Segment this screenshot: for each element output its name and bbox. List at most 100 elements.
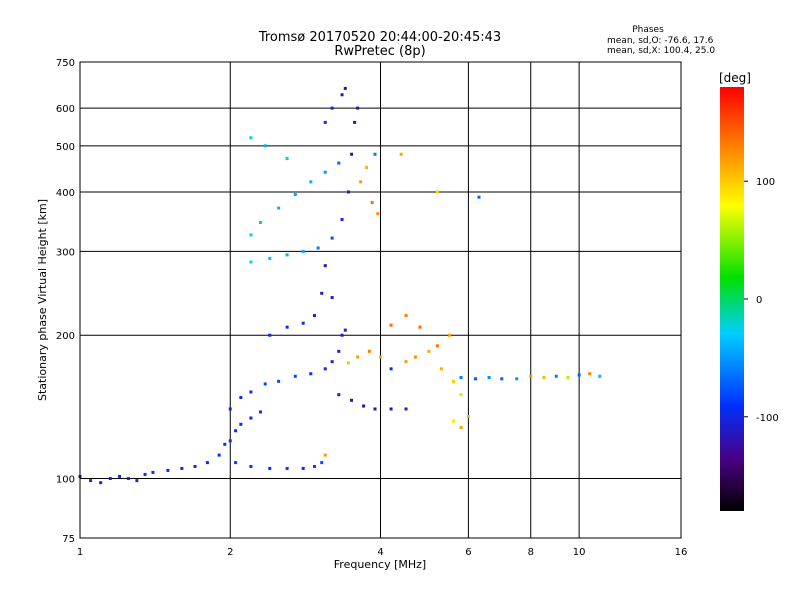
data-point bbox=[249, 464, 253, 468]
colorbar-tick-label: -100 bbox=[756, 413, 779, 424]
chart-title: Tromsø 20170520 20:44:00-20:45:43 bbox=[258, 30, 501, 45]
data-point bbox=[268, 466, 272, 470]
data-point bbox=[316, 246, 320, 250]
data-point bbox=[263, 144, 267, 148]
data-point bbox=[223, 442, 227, 446]
data-point bbox=[566, 376, 570, 380]
data-point bbox=[99, 481, 103, 485]
data-point bbox=[320, 291, 324, 295]
data-point bbox=[205, 461, 209, 465]
data-point bbox=[542, 376, 546, 380]
data-point bbox=[330, 360, 334, 364]
data-point bbox=[365, 166, 369, 170]
x-tick-label: 6 bbox=[465, 547, 471, 558]
data-point bbox=[448, 333, 452, 337]
data-point bbox=[330, 236, 334, 240]
data-point bbox=[89, 479, 93, 483]
data-point bbox=[323, 120, 327, 124]
data-point bbox=[249, 260, 253, 264]
data-point bbox=[459, 393, 463, 397]
data-point bbox=[228, 439, 232, 443]
data-point bbox=[359, 180, 363, 184]
x-tick-label: 8 bbox=[528, 547, 534, 558]
data-point bbox=[477, 195, 481, 199]
y-tick-label: 100 bbox=[56, 475, 75, 486]
data-point bbox=[151, 470, 155, 474]
data-point bbox=[337, 161, 341, 165]
data-point bbox=[249, 416, 253, 420]
data-point bbox=[239, 422, 243, 426]
data-point bbox=[451, 379, 455, 383]
data-point bbox=[323, 264, 327, 268]
data-point bbox=[293, 374, 297, 378]
data-point bbox=[135, 479, 139, 483]
data-point bbox=[529, 374, 533, 378]
data-point bbox=[301, 466, 305, 470]
phase-stats-o: mean, sd,O: -76.6, 17.6 bbox=[607, 36, 714, 46]
data-point bbox=[577, 373, 581, 377]
chart-subtitle: RwPretec (8p) bbox=[334, 44, 425, 59]
y-tick-label: 200 bbox=[56, 331, 75, 342]
data-point bbox=[343, 86, 347, 90]
data-point bbox=[268, 333, 272, 337]
data-point bbox=[239, 395, 243, 399]
data-point bbox=[277, 206, 281, 210]
phase-heading: Phases bbox=[632, 25, 664, 35]
data-point bbox=[108, 477, 112, 481]
data-point bbox=[180, 466, 184, 470]
data-point bbox=[340, 333, 344, 337]
x-axis-label: Frequency [MHz] bbox=[334, 558, 426, 571]
data-point bbox=[228, 407, 232, 411]
data-point bbox=[309, 372, 313, 376]
data-point bbox=[277, 379, 281, 383]
data-point bbox=[346, 361, 350, 365]
data-point bbox=[346, 190, 350, 194]
plot-frame bbox=[79, 61, 682, 539]
y-tick-label: 500 bbox=[56, 142, 75, 153]
data-point bbox=[234, 429, 238, 433]
data-point bbox=[340, 218, 344, 222]
data-point bbox=[312, 464, 316, 468]
data-point bbox=[588, 372, 592, 376]
x-axis: 1 2 4 6 8 10 16 bbox=[77, 547, 688, 558]
data-point bbox=[268, 256, 272, 260]
data-point bbox=[598, 374, 602, 378]
data-point bbox=[356, 355, 360, 359]
data-point bbox=[312, 314, 316, 318]
data-point bbox=[323, 453, 327, 457]
data-point bbox=[554, 374, 558, 378]
y-tick-label: 600 bbox=[56, 104, 75, 115]
data-point bbox=[249, 233, 253, 237]
data-point bbox=[350, 398, 354, 402]
data-point bbox=[500, 377, 504, 381]
data-point bbox=[259, 410, 263, 414]
data-point bbox=[323, 170, 327, 174]
data-point bbox=[285, 157, 289, 161]
data-point bbox=[399, 152, 403, 156]
x-tick-label: 4 bbox=[377, 547, 383, 558]
grid bbox=[80, 62, 681, 538]
data-point bbox=[427, 349, 431, 353]
data-point bbox=[193, 464, 197, 468]
data-point bbox=[435, 190, 439, 194]
x-tick-label: 2 bbox=[227, 547, 233, 558]
colorbar-tick-label: 0 bbox=[756, 295, 762, 306]
data-point bbox=[285, 466, 289, 470]
data-point bbox=[143, 472, 147, 476]
data-point bbox=[370, 201, 374, 205]
data-point bbox=[362, 404, 366, 408]
data-point bbox=[118, 474, 122, 478]
data-point bbox=[459, 425, 463, 429]
data-point bbox=[126, 477, 130, 481]
y-tick-label: 300 bbox=[56, 247, 75, 258]
y-tick-label: 750 bbox=[56, 58, 75, 69]
data-point bbox=[389, 367, 393, 371]
data-point bbox=[263, 382, 267, 386]
x-tick-label: 16 bbox=[675, 547, 688, 558]
data-point bbox=[418, 325, 422, 329]
data-point bbox=[337, 349, 341, 353]
data-point bbox=[285, 325, 289, 329]
data-point bbox=[337, 393, 341, 397]
data-point bbox=[376, 212, 380, 216]
data-point bbox=[373, 407, 377, 411]
